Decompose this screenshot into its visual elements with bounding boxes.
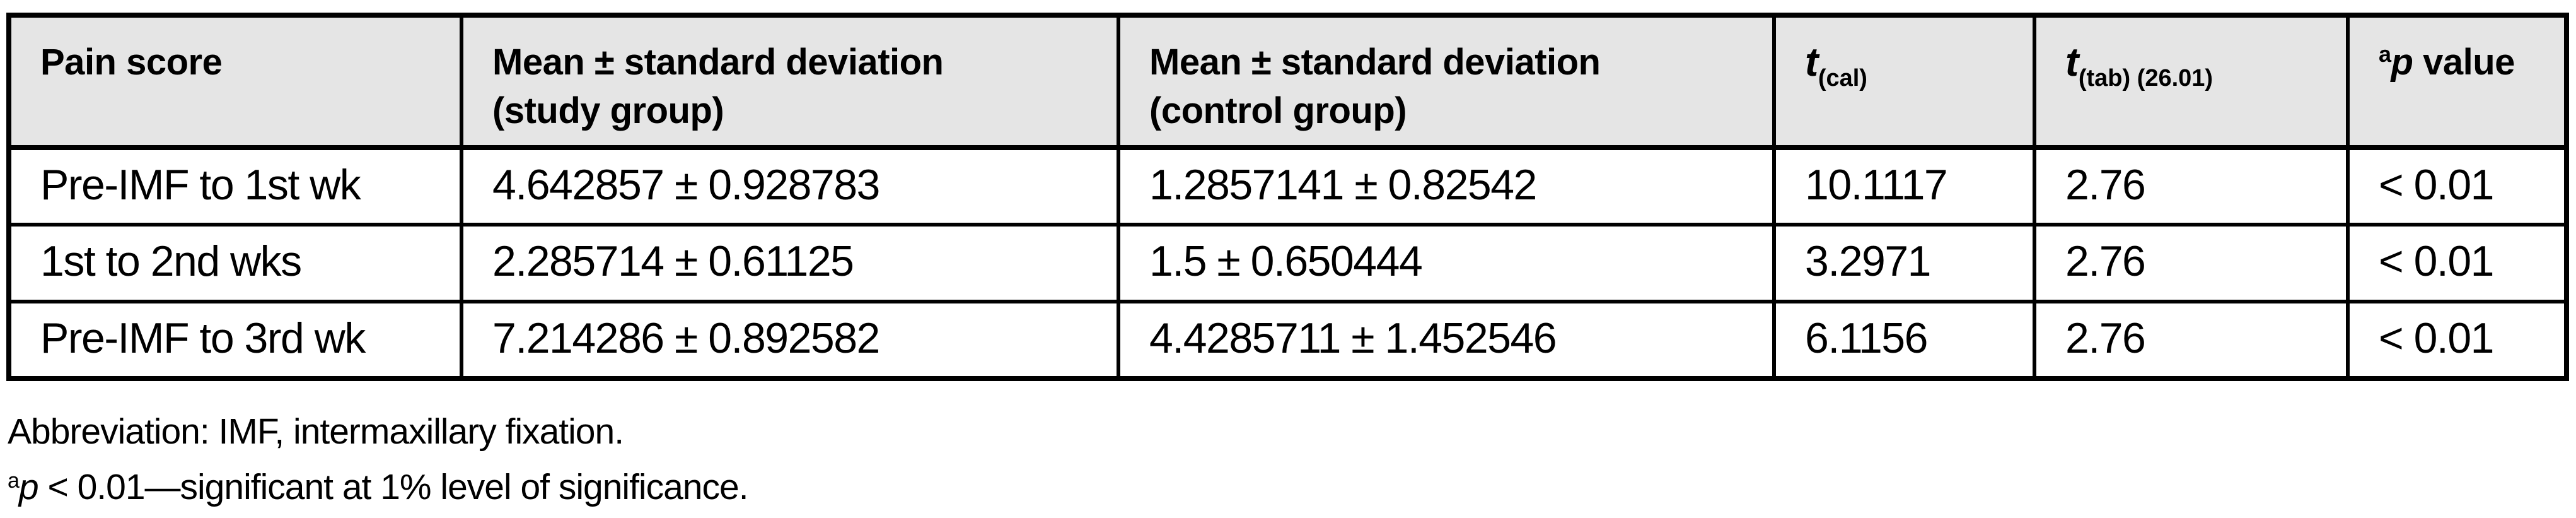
p-value-label: value bbox=[2413, 42, 2515, 83]
cell-t-tabulated: 2.76 bbox=[2033, 300, 2350, 380]
table-footnotes: Abbreviation: IMF, intermaxillary fixati… bbox=[8, 404, 749, 518]
header-control-line2: (control group) bbox=[1149, 90, 1407, 131]
cell-control-mean-sd: 1.5 ± 0.650444 bbox=[1117, 223, 1776, 303]
header-study-group: Mean ± standard deviation (study group) bbox=[460, 13, 1120, 150]
cell-pain-score: Pre-IMF to 3rd wk bbox=[7, 300, 463, 380]
footnote-superscript-a: a bbox=[8, 469, 20, 493]
header-study-line1: Mean ± standard deviation bbox=[492, 42, 944, 83]
cell-p-value: < 0.01 bbox=[2346, 223, 2568, 303]
cell-pain-score: 1st to 2nd wks bbox=[7, 223, 463, 303]
t-cal-symbol: t bbox=[1805, 39, 1818, 85]
p-value-superscript: a bbox=[2379, 41, 2391, 67]
cell-t-calculated: 3.2971 bbox=[1772, 223, 2036, 303]
header-control-line1: Mean ± standard deviation bbox=[1149, 42, 1601, 83]
header-study-line2: (study group) bbox=[492, 90, 724, 131]
cell-study-mean-sd: 7.214286 ± 0.892582 bbox=[460, 300, 1120, 380]
header-p-value: ap value bbox=[2346, 13, 2568, 150]
table-row: 1st to 2nd wks 2.285714 ± 0.61125 1.5 ± … bbox=[7, 223, 2568, 303]
cell-p-value: < 0.01 bbox=[2346, 300, 2568, 380]
footnote-abbreviation: Abbreviation: IMF, intermaxillary fixati… bbox=[8, 404, 748, 459]
footnote-significance-text: < 0.01—significant at 1% level of signif… bbox=[38, 467, 748, 507]
cell-pain-score: Pre-IMF to 1st wk bbox=[7, 146, 463, 227]
cell-control-mean-sd: 1.2857141 ± 0.82542 bbox=[1117, 146, 1776, 227]
table-row: Pre-IMF to 1st wk 4.642857 ± 0.928783 1.… bbox=[7, 146, 2568, 227]
cell-t-tabulated: 2.76 bbox=[2033, 223, 2350, 303]
cell-t-calculated: 6.1156 bbox=[1772, 300, 2036, 380]
pain-score-statistics-table: Pain score Mean ± standard deviation (st… bbox=[6, 13, 2569, 381]
footnote-abbreviation-text: Abbreviation: IMF, intermaxillary fixati… bbox=[8, 411, 624, 452]
t-tab-subscript: (tab) (26.01) bbox=[2078, 65, 2213, 91]
header-control-group: Mean ± standard deviation (control group… bbox=[1117, 13, 1776, 150]
header-row: Pain score Mean ± standard deviation (st… bbox=[7, 13, 2568, 150]
cell-t-tabulated: 2.76 bbox=[2033, 146, 2350, 227]
header-t-tabulated: t(tab) (26.01) bbox=[2033, 13, 2350, 150]
cell-study-mean-sd: 4.642857 ± 0.928783 bbox=[460, 146, 1120, 227]
cell-control-mean-sd: 4.4285711 ± 1.452546 bbox=[1117, 300, 1776, 380]
table-row: Pre-IMF to 3rd wk 7.214286 ± 0.892582 4.… bbox=[7, 300, 2568, 380]
header-pain-score-label: Pain score bbox=[40, 42, 223, 83]
footnote-significance: ap < 0.01—significant at 1% level of sig… bbox=[8, 459, 749, 518]
header-t-calculated: t(cal) bbox=[1772, 13, 2036, 150]
header-pain-score: Pain score bbox=[7, 13, 463, 150]
t-cal-subscript: (cal) bbox=[1818, 65, 1867, 91]
t-tab-symbol: t bbox=[2065, 39, 2079, 85]
footnote-p-symbol: p bbox=[18, 467, 39, 507]
cell-study-mean-sd: 2.285714 ± 0.61125 bbox=[460, 223, 1120, 303]
cell-t-calculated: 10.1117 bbox=[1772, 146, 2036, 227]
p-symbol: p bbox=[2391, 42, 2413, 83]
cell-p-value: < 0.01 bbox=[2346, 146, 2568, 227]
